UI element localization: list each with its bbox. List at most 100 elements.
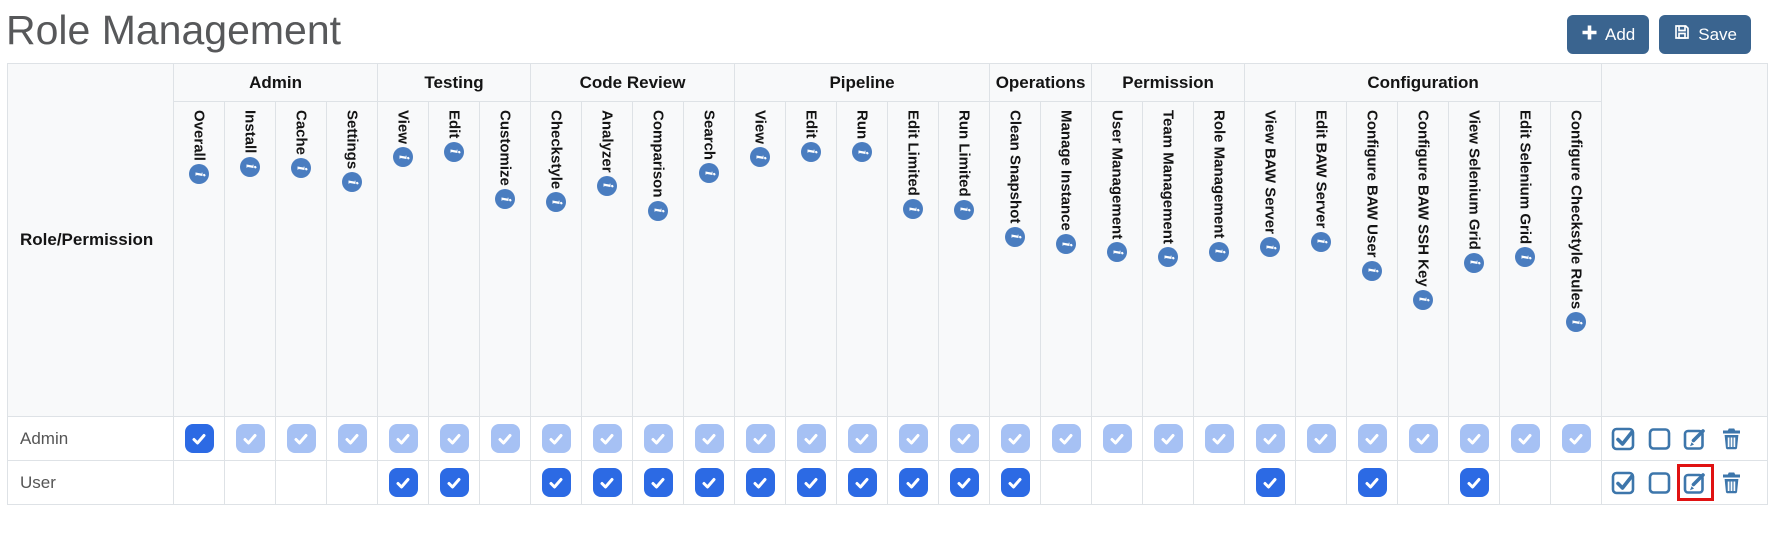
- permission-cell-view: [377, 460, 430, 506]
- table-row-admin: Admin: [7, 416, 1769, 462]
- info-icon[interactable]: i: [1259, 237, 1280, 258]
- info-icon[interactable]: i: [1514, 247, 1535, 268]
- info-icon[interactable]: i: [851, 142, 872, 163]
- permission-checkbox-edit[interactable]: [439, 468, 469, 498]
- info-icon[interactable]: i: [749, 147, 770, 168]
- permission-checkbox-run: [847, 424, 877, 454]
- info-icon[interactable]: i: [545, 192, 566, 213]
- permission-cell-configure-checkstyle-rules: [1550, 460, 1603, 506]
- check-all-icon[interactable]: [1610, 425, 1637, 452]
- info-icon[interactable]: i: [1004, 226, 1025, 247]
- info-icon[interactable]: i: [647, 200, 668, 221]
- info-icon[interactable]: i: [1157, 247, 1178, 268]
- permission-checkbox-search[interactable]: [694, 468, 724, 498]
- permission-checkbox-user-management[interactable]: [1102, 468, 1132, 498]
- info-icon[interactable]: i: [392, 147, 413, 168]
- floppy-save-icon: [1673, 23, 1691, 46]
- column-header-edit-12: Edit i: [785, 101, 838, 418]
- permission-checkbox-team-management[interactable]: [1153, 468, 1183, 498]
- info-icon[interactable]: i: [1208, 241, 1229, 262]
- permission-checkbox-customize[interactable]: [490, 468, 520, 498]
- permission-checkbox-configure-baw-ssh-key[interactable]: [1408, 468, 1438, 498]
- permission-checkbox-edit-limited[interactable]: [898, 468, 928, 498]
- permission-checkbox-view[interactable]: [388, 468, 418, 498]
- permission-checkbox-comparison[interactable]: [643, 468, 673, 498]
- permission-checkbox-configure-checkstyle-rules[interactable]: [1561, 468, 1591, 498]
- delete-icon[interactable]: [1718, 425, 1745, 452]
- column-label: Configure Checkstyle Rules: [1567, 110, 1585, 310]
- permission-cell-configure-baw-ssh-key: [1397, 416, 1450, 462]
- permission-checkbox-role-management[interactable]: [1204, 468, 1234, 498]
- uncheck-all-icon[interactable]: [1646, 469, 1673, 496]
- permission-checkbox-view-baw-server[interactable]: [1255, 468, 1285, 498]
- permission-checkbox-overall[interactable]: [184, 424, 214, 454]
- permission-checkbox-checkstyle[interactable]: [541, 468, 571, 498]
- info-icon[interactable]: i: [188, 164, 209, 185]
- column-header-settings-3: Settings i: [325, 101, 379, 418]
- permission-checkbox-cache[interactable]: [286, 468, 316, 498]
- column-header-configure-checkstyle-rules-27: Configure Checkstyle Rules i: [1550, 101, 1603, 418]
- permission-checkbox-settings[interactable]: [337, 468, 367, 498]
- permission-cell-configure-baw-user: [1346, 416, 1399, 462]
- permission-checkbox-view-selenium-grid[interactable]: [1459, 468, 1489, 498]
- add-button[interactable]: Add: [1567, 15, 1650, 55]
- info-icon[interactable]: i: [494, 189, 515, 210]
- permission-checkbox-view[interactable]: [745, 468, 775, 498]
- permission-cell-search: [683, 460, 736, 506]
- edit-icon[interactable]: [1682, 425, 1709, 452]
- info-icon[interactable]: i: [800, 141, 821, 162]
- edit-icon[interactable]: [1677, 464, 1715, 502]
- uncheck-all-icon[interactable]: [1646, 425, 1673, 452]
- delete-icon[interactable]: [1718, 469, 1745, 496]
- column-label: Edit BAW Server: [1312, 110, 1330, 229]
- column-header-run-limited-15: Run Limited i: [938, 101, 991, 418]
- permission-cell-checkstyle: [530, 416, 583, 462]
- save-button[interactable]: Save: [1659, 15, 1751, 55]
- permission-checkbox-manage-instance[interactable]: [1051, 468, 1081, 498]
- info-icon[interactable]: i: [1055, 234, 1076, 255]
- check-all-icon[interactable]: [1610, 469, 1637, 496]
- permission-checkbox-clean-snapshot[interactable]: [1000, 468, 1030, 498]
- permission-checkbox-comparison: [643, 424, 673, 454]
- permission-checkbox-edit-selenium-grid[interactable]: [1510, 468, 1540, 498]
- info-icon[interactable]: i: [1463, 252, 1484, 273]
- page-title: Role Management: [6, 7, 342, 53]
- info-icon[interactable]: i: [239, 156, 260, 177]
- info-icon[interactable]: i: [1412, 289, 1433, 310]
- permission-checkbox-edit-baw-server: [1306, 424, 1336, 454]
- permission-cell-customize: [479, 460, 532, 506]
- permission-checkbox-edit-baw-server[interactable]: [1306, 468, 1336, 498]
- permission-cell-edit: [785, 460, 838, 506]
- permission-checkbox-edit[interactable]: [796, 468, 826, 498]
- permission-cell-edit: [428, 460, 481, 506]
- group-header-testing: Testing: [377, 63, 532, 103]
- permission-checkbox-analyzer: [592, 424, 622, 454]
- permission-checkbox-configure-baw-user[interactable]: [1357, 468, 1387, 498]
- info-icon[interactable]: i: [1565, 312, 1586, 333]
- permission-checkbox-install[interactable]: [235, 468, 265, 498]
- info-icon[interactable]: i: [1361, 260, 1382, 281]
- info-icon[interactable]: i: [1106, 242, 1127, 263]
- permission-checkbox-overall[interactable]: [184, 468, 214, 498]
- info-icon[interactable]: i: [341, 172, 362, 193]
- info-icon[interactable]: i: [1310, 231, 1331, 252]
- permission-checkbox-analyzer[interactable]: [592, 468, 622, 498]
- permission-checkbox-run-limited[interactable]: [949, 468, 979, 498]
- permission-checkbox-customize: [490, 424, 520, 454]
- info-icon[interactable]: i: [596, 175, 617, 196]
- info-icon[interactable]: i: [290, 158, 311, 179]
- column-header-view-selenium-grid-25: View Selenium Grid i: [1448, 101, 1501, 418]
- permission-checkbox-run[interactable]: [847, 468, 877, 498]
- info-icon[interactable]: i: [698, 163, 719, 184]
- permission-cell-view: [734, 416, 787, 462]
- plus-icon: [1581, 24, 1598, 46]
- info-icon[interactable]: i: [443, 141, 464, 162]
- permission-cell-role-management: [1193, 460, 1246, 506]
- column-header-customize-6: Customize i: [479, 101, 532, 418]
- column-label: Configure BAW User: [1363, 110, 1381, 258]
- permission-cell-install: [224, 416, 276, 462]
- column-header-user-management-18: User Management i: [1091, 101, 1144, 418]
- permission-checkbox-edit-selenium-grid: [1510, 424, 1540, 454]
- info-icon[interactable]: i: [953, 199, 974, 220]
- info-icon[interactable]: i: [902, 199, 923, 220]
